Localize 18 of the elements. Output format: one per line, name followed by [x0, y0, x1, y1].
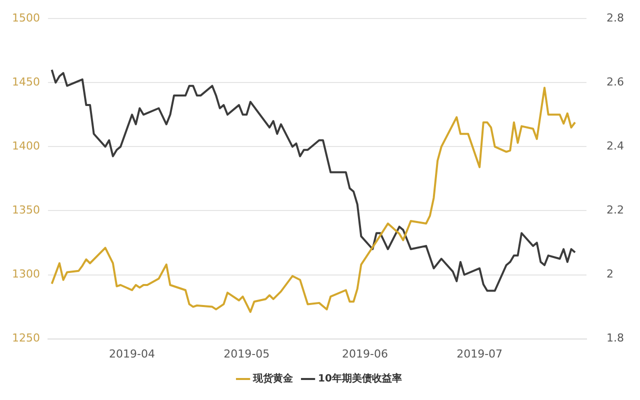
legend-label: 10年期美债收益率 — [318, 372, 402, 385]
legend-label: 现货黄金 — [252, 372, 294, 385]
y-tick-label: 1500 — [12, 11, 40, 24]
x-tick-label: 2019-06 — [342, 347, 388, 360]
y2-tick-label: 2.4 — [606, 140, 624, 153]
y2-tick-label: 2.2 — [606, 204, 624, 217]
y-tick-label: 1350 — [12, 204, 40, 217]
x-tick-label: 2019-04 — [109, 347, 155, 360]
y-tick-label: 1300 — [12, 268, 40, 281]
y2-tick-label: 1.8 — [606, 332, 624, 345]
x-tick-label: 2019-05 — [224, 347, 270, 360]
y-tick-label: 1400 — [12, 140, 40, 153]
y2-tick-label: 2 — [606, 268, 614, 281]
y-tick-label: 1250 — [12, 332, 40, 345]
y2-tick-label: 2.8 — [606, 11, 624, 24]
x-tick-label: 2019-07 — [456, 347, 503, 360]
y2-tick-label: 2.6 — [606, 76, 624, 88]
y-tick-label: 1450 — [12, 76, 40, 88]
